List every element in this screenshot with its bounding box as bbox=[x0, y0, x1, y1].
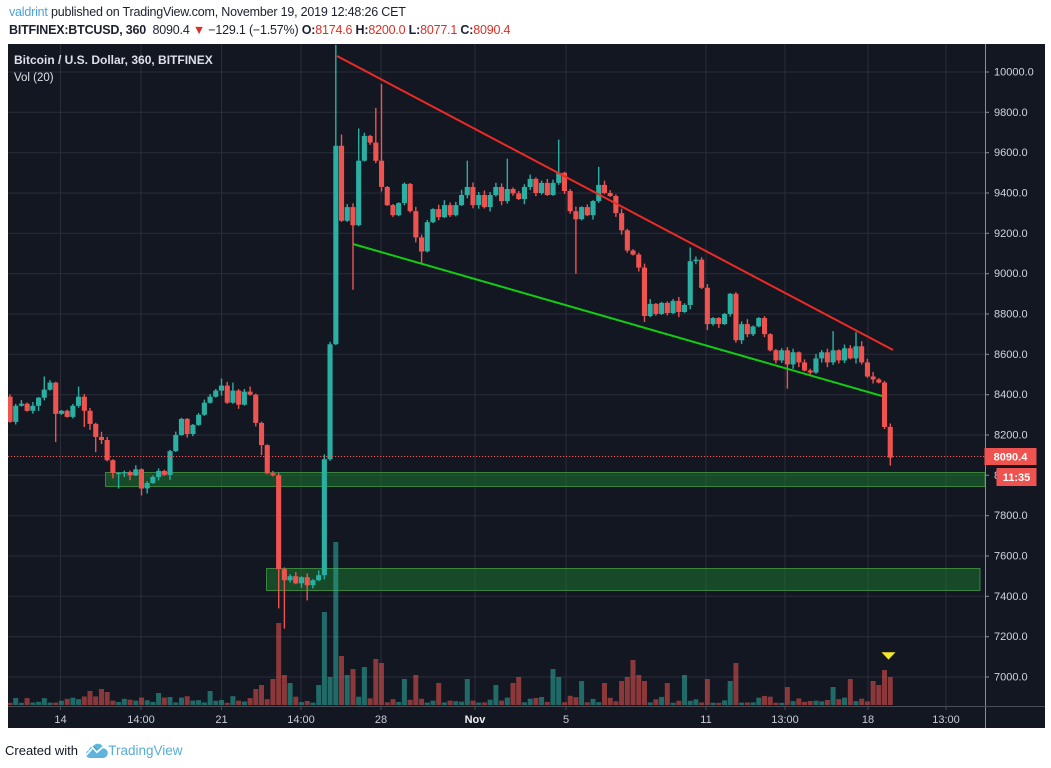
svg-text:9600.0: 9600.0 bbox=[994, 147, 1028, 159]
svg-text:9200.0: 9200.0 bbox=[994, 228, 1028, 240]
svg-text:11:35: 11:35 bbox=[1003, 472, 1031, 484]
svg-text:7600.0: 7600.0 bbox=[994, 551, 1028, 563]
svg-text:8400.0: 8400.0 bbox=[994, 389, 1028, 401]
svg-text:7200.0: 7200.0 bbox=[994, 631, 1028, 643]
svg-text:5: 5 bbox=[563, 714, 569, 726]
svg-text:Bitcoin / U.S. Dollar, 360, BI: Bitcoin / U.S. Dollar, 360, BITFINEX bbox=[14, 53, 213, 67]
svg-text:14: 14 bbox=[54, 714, 66, 726]
svg-text:8800.0: 8800.0 bbox=[994, 309, 1028, 321]
svg-text:8200.0: 8200.0 bbox=[994, 430, 1028, 442]
svg-text:14:00: 14:00 bbox=[287, 714, 315, 726]
svg-text:14:00: 14:00 bbox=[127, 714, 155, 726]
svg-text:8090.4: 8090.4 bbox=[994, 452, 1029, 464]
svg-text:9400.0: 9400.0 bbox=[994, 188, 1028, 200]
svg-text:Vol (20): Vol (20) bbox=[14, 72, 54, 84]
svg-text:8600.0: 8600.0 bbox=[994, 349, 1028, 361]
svg-text:10000.0: 10000.0 bbox=[994, 67, 1034, 79]
svg-text:9000.0: 9000.0 bbox=[994, 268, 1028, 280]
svg-text:13:00: 13:00 bbox=[771, 714, 799, 726]
svg-text:7800.0: 7800.0 bbox=[994, 510, 1028, 522]
svg-text:9800.0: 9800.0 bbox=[994, 107, 1028, 119]
svg-text:28: 28 bbox=[375, 714, 387, 726]
svg-text:11: 11 bbox=[700, 714, 711, 726]
svg-text:7400.0: 7400.0 bbox=[994, 591, 1028, 603]
svg-text:7000.0: 7000.0 bbox=[994, 672, 1028, 684]
svg-text:13:00: 13:00 bbox=[932, 714, 960, 726]
svg-text:18: 18 bbox=[862, 714, 874, 726]
svg-text:21: 21 bbox=[215, 714, 227, 726]
svg-text:Nov: Nov bbox=[465, 714, 487, 726]
